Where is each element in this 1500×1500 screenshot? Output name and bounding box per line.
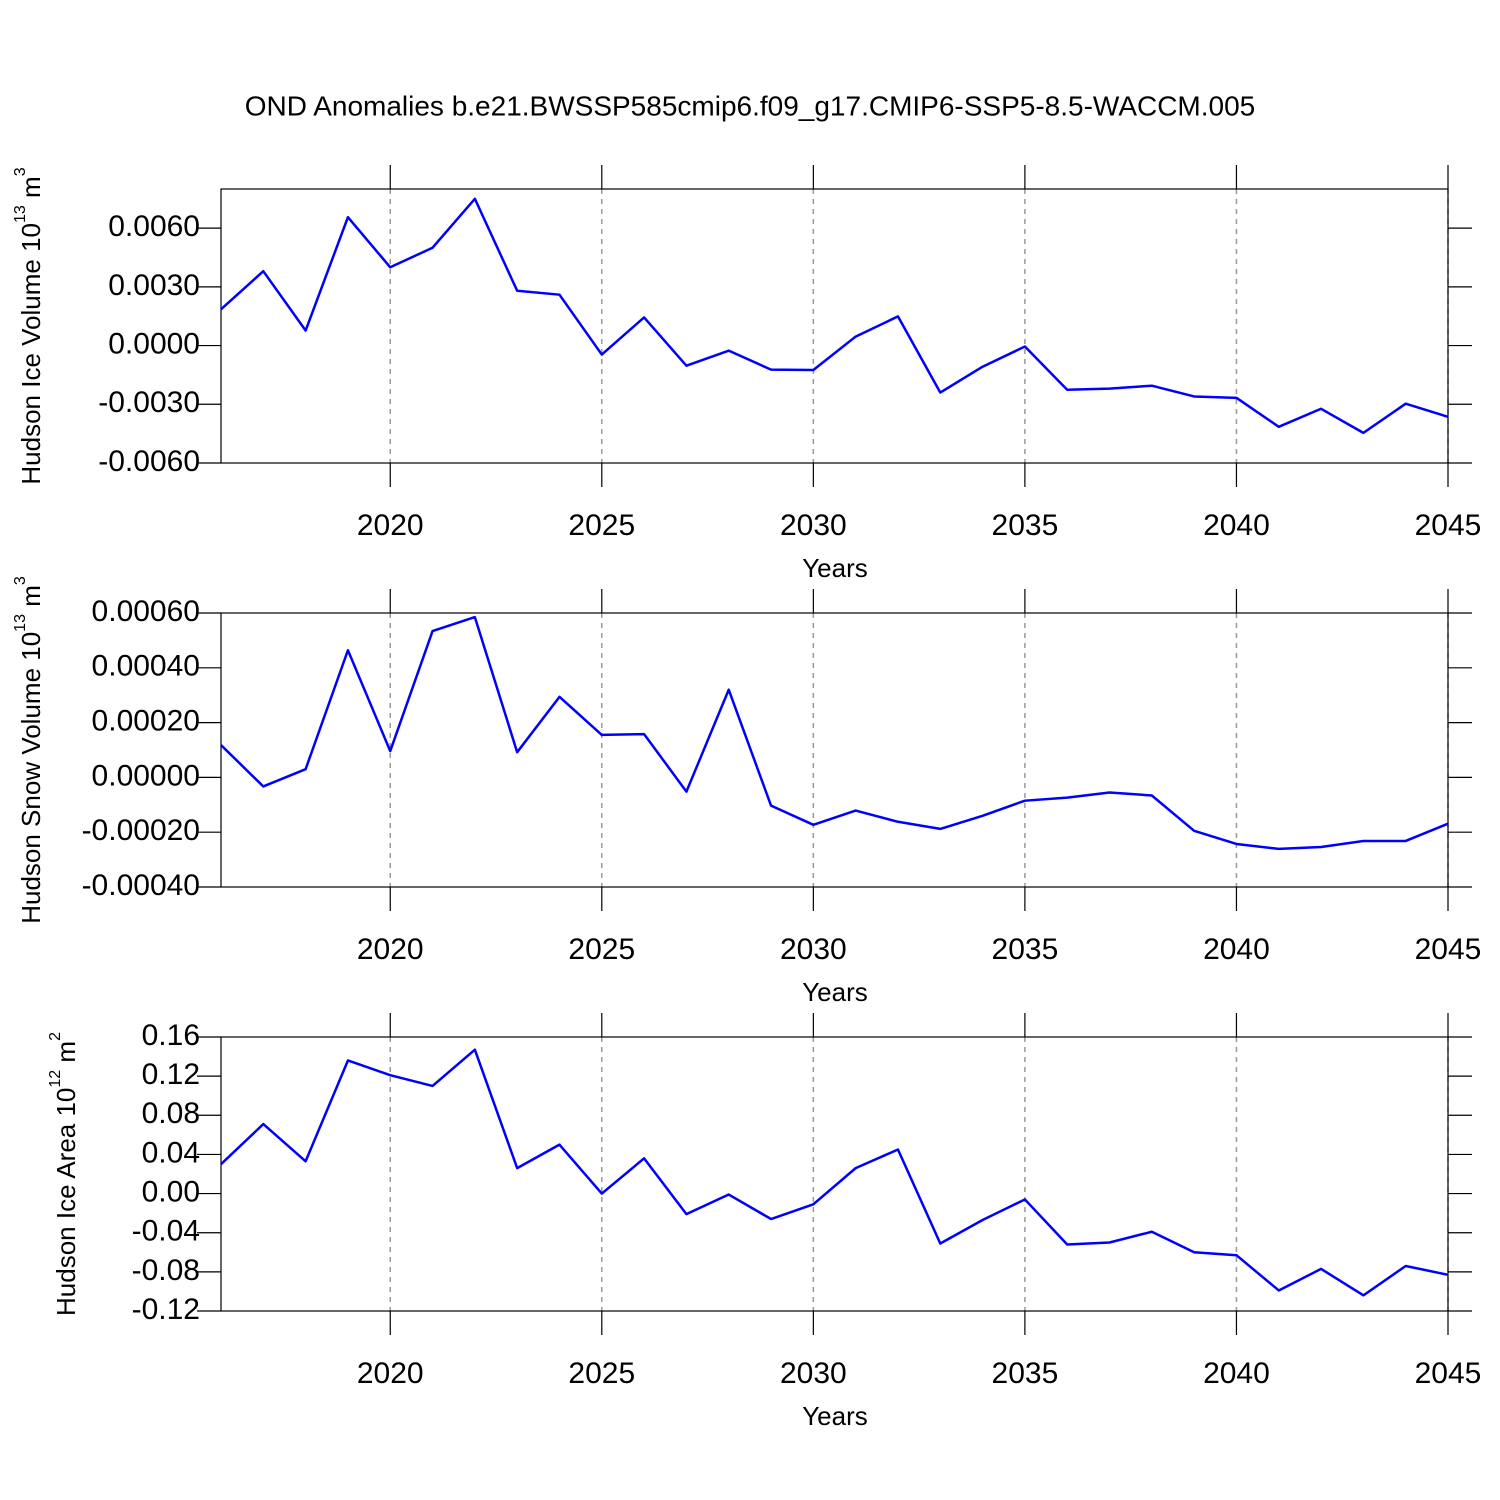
chart-title: OND Anomalies b.e21.BWSSP585cmip6.f09_g1… [245, 90, 1256, 121]
y-tick-label: 0.08 [142, 1097, 200, 1130]
plot-frame [220, 1036, 1449, 1312]
y-axis-label-exponent: 12 [47, 1070, 64, 1088]
x-tick-label: 2020 [357, 509, 424, 542]
x-tick-label: 2045 [1415, 509, 1482, 542]
x-tick-label: 2025 [568, 509, 635, 542]
x-tick-label: 2020 [357, 1357, 424, 1390]
x-axis-label: Years [802, 1401, 868, 1431]
y-axis-label-exponent: 13 [12, 205, 29, 223]
y-tick-label: -0.0030 [98, 386, 200, 419]
y-axis-label-exponent: 13 [12, 614, 29, 632]
y-tick-label: -0.08 [132, 1254, 200, 1287]
x-tick-label: 2040 [1203, 933, 1270, 966]
y-tick-label: 0.16 [142, 1019, 200, 1052]
y-axis-label: Hudson Ice Volume 1013 m3 [12, 167, 46, 484]
x-tick-label: 2045 [1415, 933, 1482, 966]
data-line [220, 197, 1449, 435]
y-tick-label: -0.0060 [98, 445, 200, 478]
y-axis-label-exponent: 2 [47, 1032, 64, 1041]
y-tick-label: 0.0030 [108, 269, 200, 302]
y-tick-label: 0.00040 [92, 650, 200, 683]
y-axis-label: Hudson Snow Volume 1013 m3 [12, 576, 46, 924]
y-tick-label: 0.00060 [92, 595, 200, 628]
x-tick-label: 2030 [780, 933, 847, 966]
y-tick-label: 0.00020 [92, 705, 200, 738]
x-tick-label: 2035 [992, 1357, 1059, 1390]
y-axis-label: Hudson Ice Area 1012 m2 [47, 1032, 81, 1316]
x-tick-label: 2025 [568, 933, 635, 966]
x-tick-label: 2025 [568, 1357, 635, 1390]
data-line [220, 1048, 1449, 1297]
x-tick-label: 2030 [780, 509, 847, 542]
y-axis-label-exponent: 3 [12, 576, 29, 585]
x-tick-label: 2030 [780, 1357, 847, 1390]
plot-frame [220, 188, 1449, 464]
y-axis-label-exponent: 3 [12, 167, 29, 176]
plot-frame [220, 612, 1449, 888]
data-line [220, 615, 1449, 851]
y-tick-label: 0.0000 [108, 327, 200, 360]
y-axis-label-part: m [16, 176, 46, 205]
x-tick-label: 2040 [1203, 1357, 1270, 1390]
y-axis-label-part: Hudson Ice Area 10 [51, 1088, 81, 1316]
x-axis-label: Years [802, 977, 868, 1007]
x-tick-label: 2035 [992, 933, 1059, 966]
x-tick-label: 2035 [992, 509, 1059, 542]
y-tick-label: 0.12 [142, 1058, 200, 1091]
y-tick-label: -0.04 [132, 1215, 200, 1248]
y-tick-label: 0.04 [142, 1136, 200, 1169]
y-axis-label-part: Hudson Snow Volume 10 [16, 632, 46, 924]
y-axis-label-part: m [51, 1041, 81, 1070]
y-axis-label-part: Hudson Ice Volume 10 [16, 223, 46, 485]
y-tick-label: -0.00040 [82, 869, 200, 902]
y-tick-label: 0.00 [142, 1175, 200, 1208]
x-tick-label: 2045 [1415, 1357, 1482, 1390]
y-tick-label: -0.00020 [82, 814, 200, 847]
x-tick-label: 2040 [1203, 509, 1270, 542]
x-axis-label: Years [802, 553, 868, 583]
y-tick-label: 0.0060 [108, 210, 200, 243]
y-tick-label: -0.12 [132, 1293, 200, 1326]
x-tick-label: 2020 [357, 933, 424, 966]
y-tick-label: 0.00000 [92, 759, 200, 792]
y-axis-label-part: m [16, 585, 46, 614]
